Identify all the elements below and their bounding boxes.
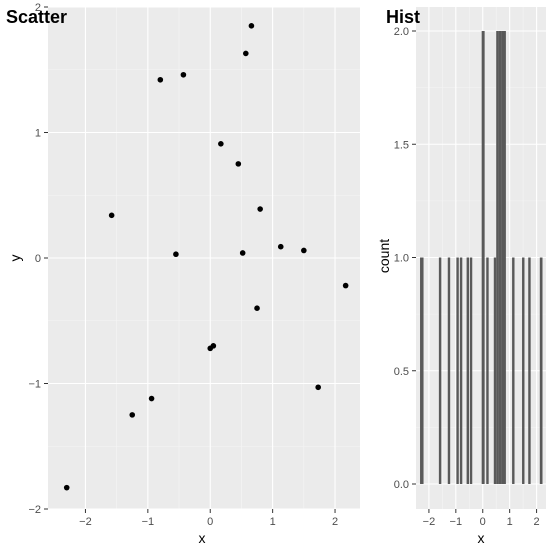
scatter-panel: −2 −1 0 1 2 −2 −1 0 1 2 Scatter x y <box>6 2 360 546</box>
histogram-y-tick-label: 1.0 <box>394 253 409 265</box>
histogram-x-tick-label: 0 <box>480 516 486 528</box>
histogram-bar <box>447 257 451 484</box>
scatter-point <box>210 343 217 349</box>
histogram-y-axis: 0.0 0.5 1.0 1.5 2.0 <box>394 26 416 491</box>
scatter-points <box>63 23 349 491</box>
histogram-x-axis-title: x <box>478 530 485 546</box>
histogram-bar <box>481 31 485 484</box>
scatter-point <box>315 384 321 391</box>
scatter-point <box>63 484 70 491</box>
histogram-bar <box>522 257 525 484</box>
scatter-y-tick-label: 0 <box>35 253 41 265</box>
scatter-y-tick-label: −2 <box>28 504 41 516</box>
scatter-x-tick-label: −1 <box>142 516 155 528</box>
scatter-y-tick-label: 2 <box>35 2 41 14</box>
scatter-point <box>108 212 115 219</box>
scatter-point <box>248 23 255 29</box>
scatter-point <box>301 247 307 254</box>
histogram-bar <box>501 31 506 484</box>
histogram-bar <box>539 257 543 484</box>
histogram-bar <box>459 257 463 484</box>
scatter-point <box>180 71 187 78</box>
histogram-y-tick-label: 2.0 <box>394 26 409 38</box>
histogram-bars <box>420 31 543 484</box>
scatter-point <box>148 395 155 402</box>
scatter-x-tick-label: 1 <box>270 516 276 528</box>
scatter-point <box>235 161 242 167</box>
scatter-point <box>218 140 224 147</box>
histogram-bar <box>438 257 442 484</box>
scatter-x-axis: −2 −1 0 1 2 <box>79 509 338 528</box>
scatter-x-tick-label: 0 <box>207 516 213 528</box>
scatter-point <box>257 206 263 212</box>
scatter-y-axis-title: y <box>7 255 23 262</box>
scatter-y-tick-label: −1 <box>28 379 41 391</box>
histogram-x-tick-label: 1 <box>507 516 513 528</box>
histogram-bar <box>512 257 515 484</box>
histogram-bar <box>420 257 424 484</box>
histogram-bar <box>498 31 502 484</box>
histogram-bar <box>469 257 473 484</box>
scatter-point <box>173 251 179 258</box>
scatter-x-tick-label: 2 <box>332 516 338 528</box>
scatter-point <box>254 305 260 312</box>
histogram-y-tick-label: 0.0 <box>394 479 409 491</box>
scatter-x-axis-title: x <box>199 530 206 546</box>
histogram-x-tick-label: 2 <box>534 516 540 528</box>
histogram-bar <box>466 257 470 484</box>
scatter-title: Scatter <box>6 7 67 27</box>
histogram-bar <box>493 257 497 484</box>
scatter-point <box>243 50 249 57</box>
scatter-point <box>129 412 136 418</box>
histogram-y-tick-label: 0.5 <box>394 366 409 378</box>
histogram-bar <box>456 257 459 484</box>
histogram-title: Hist <box>386 7 420 27</box>
histogram-bar <box>528 257 531 484</box>
histogram-y-axis-title: count <box>376 239 392 273</box>
histogram-x-tick-label: −2 <box>423 516 436 528</box>
scatter-gridlines <box>48 6 360 510</box>
histogram-bar <box>486 257 489 484</box>
histogram-x-axis: −2 −1 0 1 2 <box>423 509 540 528</box>
scatter-x-tick-label: −2 <box>79 516 92 528</box>
histogram-bar <box>496 31 499 484</box>
scatter-point <box>342 282 349 289</box>
histogram-x-tick-label: −1 <box>450 516 463 528</box>
histogram-y-tick-label: 1.5 <box>394 139 409 151</box>
scatter-point <box>239 250 246 256</box>
scatter-point <box>277 243 284 250</box>
histogram-panel: −2 −1 0 1 2 0.0 0.5 1.0 1.5 2.0 Hist x count <box>376 7 546 546</box>
scatter-y-tick-label: 1 <box>35 128 41 140</box>
scatter-y-axis: −2 −1 0 1 2 <box>28 2 48 516</box>
scatter-point <box>157 76 164 83</box>
